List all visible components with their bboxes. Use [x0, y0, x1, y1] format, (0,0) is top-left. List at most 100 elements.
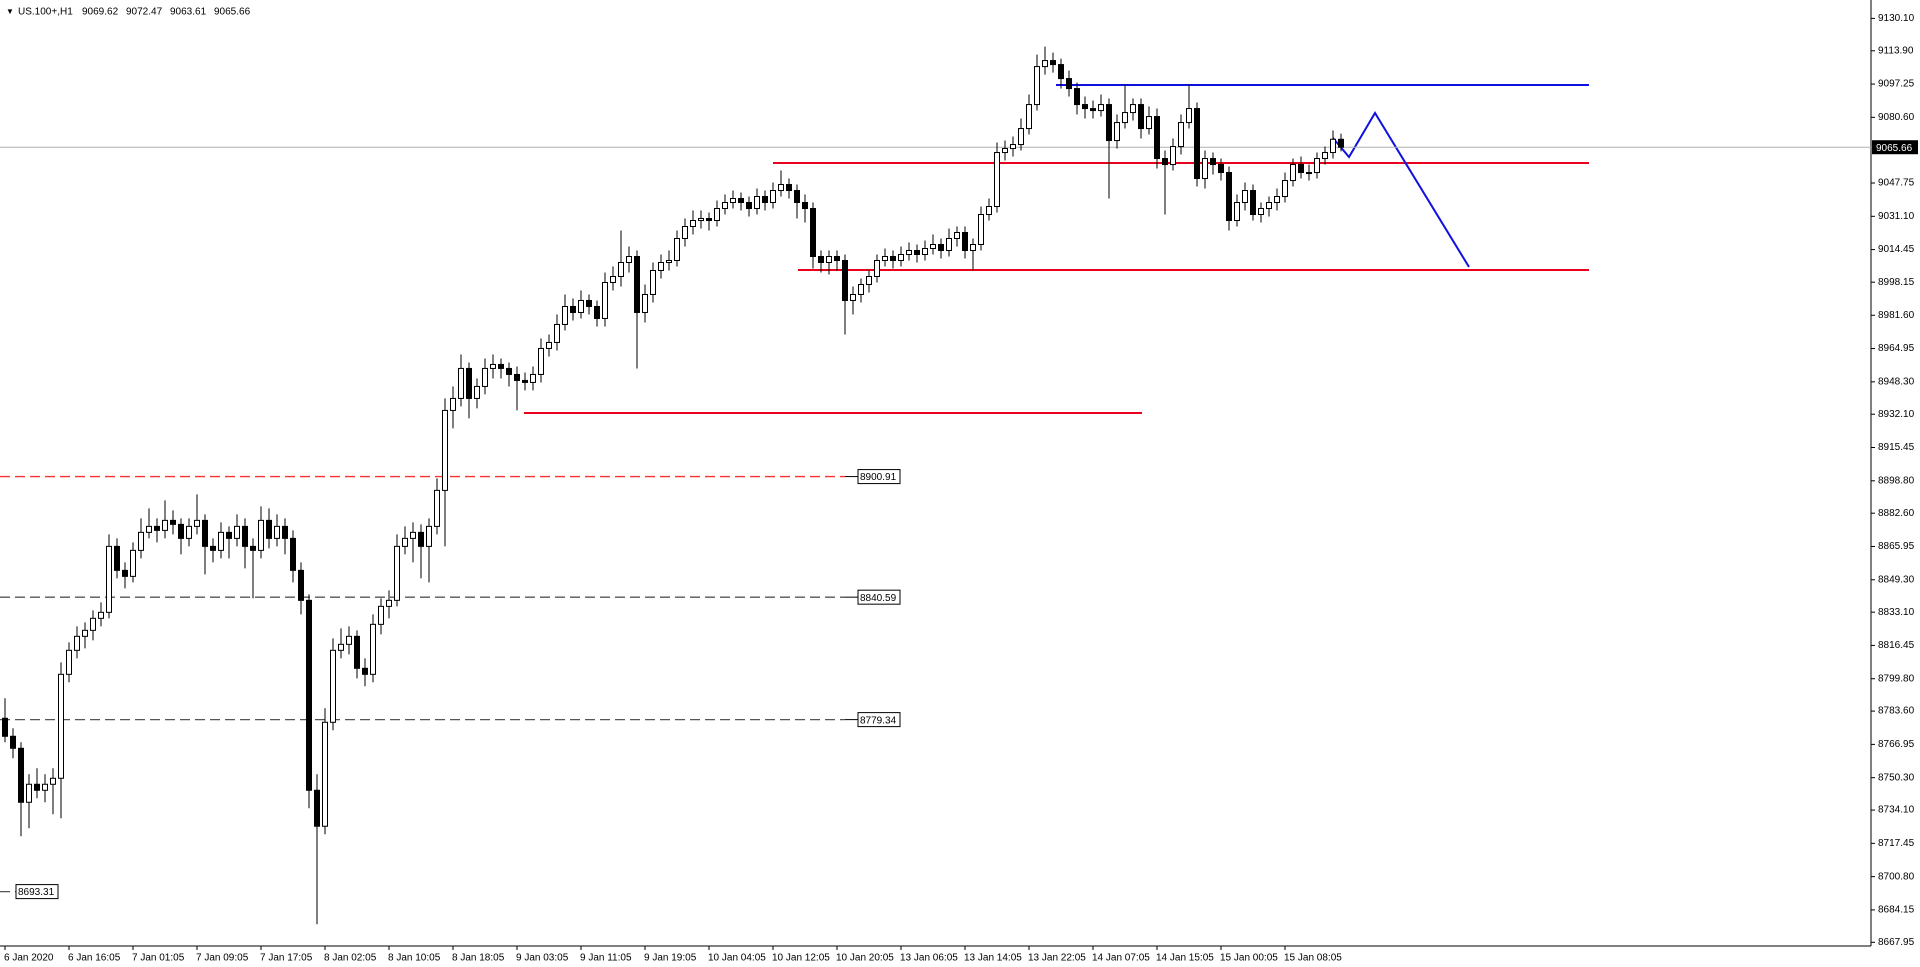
candle [98, 602, 104, 627]
candle [10, 728, 16, 759]
candle-body [1106, 104, 1112, 142]
candle-body [1122, 112, 1128, 124]
candle [202, 514, 208, 575]
candle-body [762, 196, 768, 204]
candle [1330, 130, 1336, 159]
candle [1066, 70, 1072, 97]
candle [578, 290, 584, 319]
candle [258, 506, 264, 559]
candle-body [682, 226, 688, 240]
candle [474, 378, 480, 409]
y-tick-label: 9097.25 [1878, 79, 1915, 90]
candle-body [1146, 116, 1152, 130]
candle [1042, 46, 1048, 75]
candle [338, 628, 344, 659]
candle-body [882, 255, 888, 261]
y-tick-label: 8898.80 [1878, 475, 1915, 486]
candle-body [274, 525, 280, 539]
y-tick-label: 8849.30 [1878, 574, 1915, 585]
y-tick-label: 9031.10 [1878, 211, 1915, 222]
candle [1322, 146, 1328, 165]
candle-body [866, 275, 872, 285]
candle-body [1066, 78, 1072, 90]
candle [1234, 194, 1240, 227]
x-tick-label: 7 Jan 09:05 [196, 953, 249, 964]
candle [738, 192, 744, 211]
candle-body [18, 747, 24, 803]
candle-body [626, 255, 632, 263]
candle-body [1026, 104, 1032, 130]
candle [1074, 82, 1080, 115]
candle-body [138, 531, 144, 551]
candle-body [66, 649, 72, 675]
candle [1258, 202, 1264, 223]
x-tick-label: 7 Jan 01:05 [132, 953, 185, 964]
candle [1058, 58, 1064, 89]
candle [362, 658, 368, 687]
candle [1314, 152, 1320, 179]
candle [146, 508, 152, 539]
candle-body [266, 519, 272, 539]
candle [1226, 166, 1232, 231]
candle [642, 284, 648, 323]
candle [386, 590, 392, 619]
candle [74, 626, 80, 659]
candle-body [986, 206, 992, 216]
y-tick-label: 8783.60 [1878, 706, 1915, 717]
candle-body [1018, 128, 1024, 146]
candle [82, 622, 88, 649]
candle-body [498, 363, 504, 369]
candle [626, 246, 632, 273]
candle-body [170, 519, 176, 525]
candle [178, 518, 184, 555]
candle [1242, 182, 1248, 211]
candle [450, 386, 456, 429]
candle [410, 522, 416, 563]
candle [650, 262, 656, 303]
candle [506, 362, 512, 387]
header-arrow: ▼ [6, 7, 14, 16]
candle-body [602, 281, 608, 319]
candle-body [786, 184, 792, 192]
candle [434, 478, 440, 535]
candle-body [234, 525, 240, 539]
candle [1282, 172, 1288, 203]
candle-body [362, 667, 368, 675]
candle [346, 626, 352, 655]
candle [466, 362, 472, 419]
x-tick-label: 9 Jan 03:05 [516, 953, 569, 964]
candle-body [1058, 64, 1064, 80]
candle-body [658, 261, 664, 271]
candle-body [258, 519, 264, 551]
candle [658, 254, 664, 279]
candle-body [650, 269, 656, 295]
candle-body [802, 202, 808, 210]
candle-body [586, 299, 592, 307]
candle-body [1178, 122, 1184, 148]
candle-body [522, 379, 528, 383]
y-tick-label: 9113.90 [1878, 45, 1914, 56]
level-label: 8779.34 [860, 715, 897, 726]
close: 9065.66 [214, 7, 251, 18]
candle [314, 774, 320, 925]
candle [946, 228, 952, 257]
candle-body [530, 373, 536, 383]
candle [298, 562, 304, 615]
candle [530, 366, 536, 391]
candle [810, 202, 816, 269]
candle-body [562, 305, 568, 325]
candle [602, 272, 608, 327]
candle-body [906, 249, 912, 255]
x-tick-label: 14 Jan 07:05 [1092, 953, 1150, 964]
candle [562, 294, 568, 331]
candle-body [890, 255, 896, 261]
y-tick-label: 8684.15 [1878, 905, 1915, 916]
candle-body [194, 519, 200, 527]
candle [1178, 114, 1184, 155]
candle-body [10, 735, 16, 749]
candle-body [426, 525, 432, 547]
candle-body [1210, 158, 1216, 166]
candle [306, 594, 312, 809]
candle-body [1322, 152, 1328, 160]
candle [130, 542, 136, 583]
